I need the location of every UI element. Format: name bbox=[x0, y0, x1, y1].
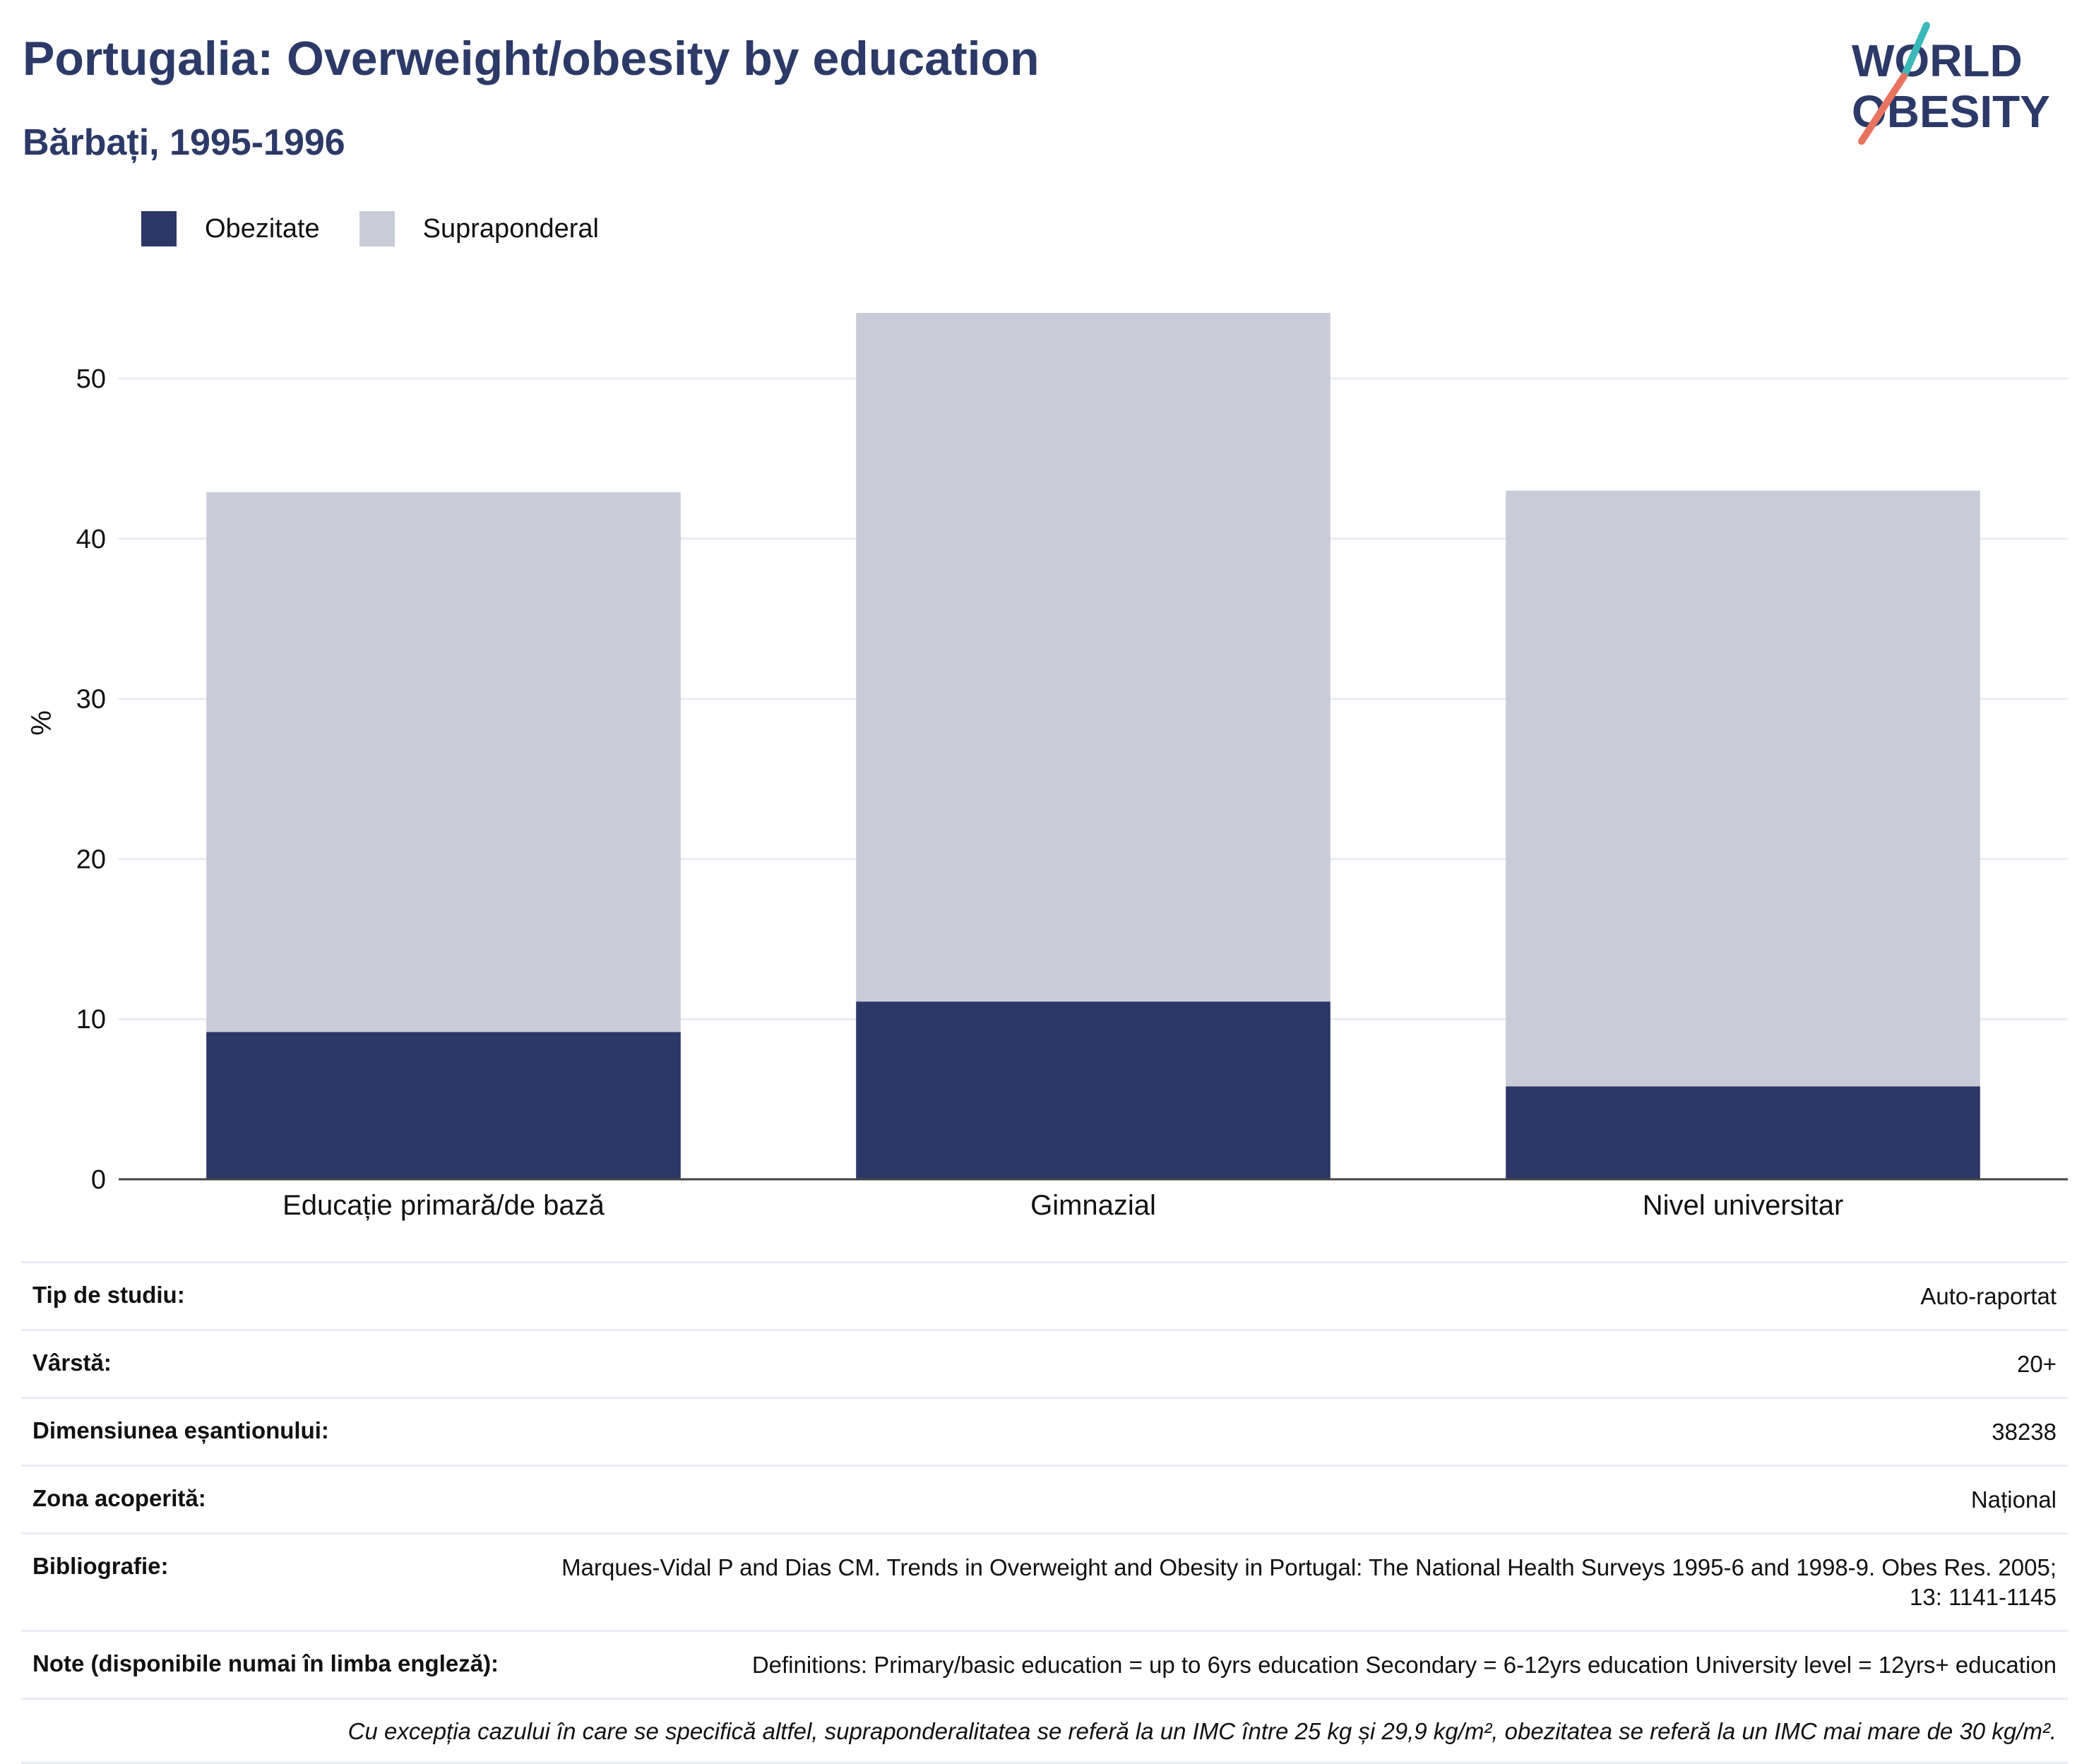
info-value: Național bbox=[1970, 1486, 2057, 1513]
legend-label-overweight: Supraponderal bbox=[422, 213, 599, 244]
world-obesity-logo: WORLD OBESITY bbox=[1852, 22, 2050, 145]
info-row-study-type: Tip de studiu: Auto-raportat bbox=[21, 1261, 2068, 1329]
info-label: Bibliografie: bbox=[32, 1552, 169, 1579]
y-tick-label: 50 bbox=[76, 364, 106, 394]
y-tick-label: 10 bbox=[76, 1005, 106, 1035]
y-axis-label: % bbox=[26, 710, 57, 736]
info-row-bibliography: Bibliografie: Marques-Vidal P and Dias C… bbox=[21, 1532, 2068, 1631]
info-value: 38238 bbox=[1992, 1418, 2057, 1445]
bar-supraponderal bbox=[856, 313, 1331, 1002]
bar-obezitate bbox=[1506, 1086, 1980, 1179]
bar-supraponderal bbox=[206, 492, 681, 1032]
info-value: Definitions: Primary/basic education = u… bbox=[751, 1652, 2057, 1679]
legend-label-obesity: Obezitate bbox=[205, 213, 320, 244]
bar-obezitate bbox=[206, 1032, 681, 1179]
study-info-table: Tip de studiu: Auto-raportat Vârstă: 20+… bbox=[21, 1261, 2068, 1764]
info-value: 20+ bbox=[2017, 1350, 2057, 1377]
logo-line1: WORLD bbox=[1852, 35, 2023, 86]
info-row-age: Vârstă: 20+ bbox=[21, 1328, 2068, 1397]
info-label: Zona acoperită: bbox=[32, 1484, 206, 1511]
x-tick-label: Gimnazial bbox=[1030, 1190, 1156, 1221]
logo-slash-coral bbox=[1858, 73, 1908, 145]
info-label: Vârstă: bbox=[32, 1349, 112, 1376]
legend-swatch-overweight bbox=[359, 211, 395, 246]
y-tick-label: 40 bbox=[76, 525, 106, 554]
bar-obezitate bbox=[856, 1001, 1331, 1179]
info-value: Marques-Vidal P and Dias CM. Trends in O… bbox=[561, 1554, 2057, 1611]
legend-item-obesity[interactable]: Obezitate bbox=[141, 211, 320, 246]
bar-supraponderal bbox=[1506, 490, 1980, 1087]
legend-item-overweight[interactable]: Supraponderal bbox=[359, 211, 599, 246]
chart-title: Portugalia: Overweight/obesity by educat… bbox=[23, 32, 1040, 85]
info-label: Dimensiunea eșantionului: bbox=[32, 1417, 329, 1443]
y-tick-label: 30 bbox=[76, 685, 106, 715]
stacked-bar-chart: 0 10 20 30 40 50% Educație primară/de bază Gimn… bbox=[26, 313, 2068, 1221]
logo-slash-teal bbox=[1900, 22, 1930, 80]
info-row-coverage: Zona acoperită: Național bbox=[21, 1464, 2068, 1532]
bmi-footnote: Cu excepția cazului în care se specifică… bbox=[347, 1718, 2057, 1745]
y-tick-label: 20 bbox=[76, 845, 106, 874]
info-row-notes: Note (disponibile numai în limba engleză… bbox=[21, 1630, 2068, 1698]
info-row-sample-size: Dimensiunea eșantionului: 38238 bbox=[21, 1396, 2068, 1465]
info-value: Auto-raportat bbox=[1920, 1283, 2057, 1309]
x-tick-label: Nivel universitar bbox=[1643, 1190, 1844, 1221]
legend-swatch-obesity bbox=[141, 211, 177, 246]
y-tick-label: 0 bbox=[91, 1165, 106, 1195]
info-label: Note (disponibile numai în limba engleză… bbox=[32, 1650, 499, 1677]
info-row-footnote: Cu excepția cazului în care se specifică… bbox=[21, 1698, 2068, 1764]
x-tick-label: Educație primară/de bază bbox=[282, 1190, 605, 1221]
info-label: Tip de studiu: bbox=[32, 1282, 185, 1308]
chart-legend: Obezitate Supraponderal bbox=[141, 210, 638, 247]
chart-subtitle: Bărbați, 1995-1996 bbox=[23, 122, 345, 163]
